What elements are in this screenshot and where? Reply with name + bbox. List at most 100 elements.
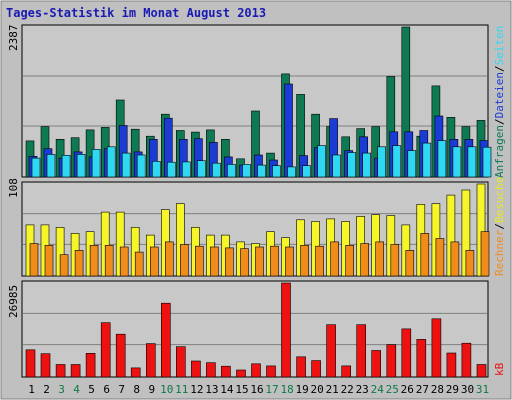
panel-bottom: 26985 bbox=[7, 280, 489, 378]
bar-pages-day-3 bbox=[61, 155, 71, 178]
bar-pages-day-14 bbox=[227, 164, 236, 178]
bar-visitors-day-25 bbox=[390, 244, 400, 277]
bar-pages-day-30 bbox=[467, 146, 477, 178]
bar-visitors-day-6 bbox=[104, 245, 114, 277]
x-tick-label: 17 bbox=[265, 383, 278, 396]
x-tick-label: 8 bbox=[133, 383, 140, 396]
bar-pages-day-18 bbox=[287, 166, 296, 178]
x-tick-label: 5 bbox=[88, 383, 95, 396]
bar-pages-day-26 bbox=[407, 150, 417, 178]
bar-pages-day-11 bbox=[182, 161, 191, 178]
bar-pages-day-1 bbox=[31, 157, 41, 178]
bar-visitors-day-16 bbox=[255, 246, 264, 277]
panel-top-y-tick: 2387 bbox=[7, 25, 20, 52]
bar-pages-day-9 bbox=[152, 161, 161, 178]
panel-middle: 108 bbox=[7, 178, 490, 277]
legend-visits: Besuche bbox=[493, 177, 506, 223]
panel-top: 2387 bbox=[7, 24, 492, 178]
x-tick-label: 22 bbox=[341, 383, 354, 396]
bar-pages-day-15 bbox=[242, 164, 251, 178]
bar-kbytes-day-21 bbox=[326, 324, 336, 378]
x-tick-label: 23 bbox=[356, 383, 369, 396]
legend-pages: Seiten bbox=[493, 26, 506, 66]
legend-hits: Anfragen bbox=[493, 125, 506, 178]
bar-kbytes-day-23 bbox=[356, 324, 367, 378]
bar-pages-day-8 bbox=[136, 154, 146, 178]
bar-kbytes-day-30 bbox=[461, 342, 472, 378]
x-tick-label: 14 bbox=[220, 383, 234, 396]
bar-kbytes-day-14 bbox=[221, 365, 231, 378]
bar-kbytes-day-6 bbox=[100, 322, 111, 378]
bar-kbytes-day-22 bbox=[341, 365, 352, 378]
x-tick-label: 6 bbox=[103, 383, 110, 396]
x-tick-label: 10 bbox=[160, 383, 173, 396]
x-tick-label: 12 bbox=[190, 383, 203, 396]
x-tick-label: 1 bbox=[28, 383, 35, 396]
bar-visitors-day-15 bbox=[240, 248, 249, 277]
bar-pages-day-7 bbox=[121, 152, 131, 178]
panel-top-bars bbox=[25, 26, 492, 178]
bar-pages-day-13 bbox=[212, 162, 221, 178]
legend-files: Dateien bbox=[493, 72, 506, 118]
bar-visitors-day-11 bbox=[180, 244, 189, 277]
bar-pages-day-4 bbox=[76, 154, 86, 178]
bar-visitors-day-4 bbox=[74, 250, 84, 277]
bar-visitors-day-13 bbox=[210, 246, 219, 277]
bar-visitors-day-8 bbox=[134, 251, 144, 277]
bar-visitors-day-2 bbox=[44, 245, 54, 277]
bar-pages-day-25 bbox=[392, 145, 402, 178]
bar-pages-day-28 bbox=[437, 140, 447, 178]
bar-kbytes-day-13 bbox=[206, 362, 216, 378]
bar-visitors-day-26 bbox=[405, 250, 415, 277]
bar-visitors-day-29 bbox=[450, 241, 460, 277]
svg-text:Rechner/Besuche: Rechner/Besuche bbox=[493, 177, 506, 276]
bar-visitors-day-3 bbox=[59, 254, 69, 277]
bar-kbytes-day-11 bbox=[176, 346, 186, 378]
bar-pages-day-29 bbox=[452, 146, 462, 178]
x-tick-label: 7 bbox=[118, 383, 125, 396]
bar-pages-day-6 bbox=[106, 146, 116, 178]
x-tick-label: 29 bbox=[446, 383, 459, 396]
panel-middle-y-tick: 108 bbox=[7, 178, 20, 198]
bar-kbytes-day-18 bbox=[281, 282, 291, 378]
bar-pages-day-21 bbox=[332, 154, 341, 178]
legend-kbytes: kB bbox=[493, 362, 506, 376]
bar-visitors-day-12 bbox=[195, 245, 204, 277]
x-tick-label: 20 bbox=[310, 383, 323, 396]
bar-visitors-day-14 bbox=[225, 247, 234, 277]
bar-visitors-day-30 bbox=[465, 250, 475, 277]
bar-pages-day-10 bbox=[167, 161, 176, 178]
x-tick-label: 27 bbox=[416, 383, 429, 396]
x-tick-label: 9 bbox=[148, 383, 155, 396]
bar-kbytes-day-5 bbox=[85, 352, 96, 378]
bar-pages-day-24 bbox=[377, 146, 387, 178]
bar-visitors-day-24 bbox=[375, 241, 385, 277]
bar-kbytes-day-8 bbox=[130, 367, 141, 378]
bar-pages-day-16 bbox=[257, 164, 266, 178]
bar-visitors-day-27 bbox=[420, 233, 430, 277]
bar-pages-day-27 bbox=[422, 142, 432, 178]
x-tick-label: 21 bbox=[326, 383, 339, 396]
bar-visitors-day-18 bbox=[285, 246, 294, 277]
bar-visitors-day-20 bbox=[315, 245, 324, 277]
x-tick-label: 13 bbox=[205, 383, 218, 396]
x-tick-label: 11 bbox=[175, 383, 188, 396]
panel-bottom-bars bbox=[25, 282, 487, 378]
bar-files-day-18 bbox=[284, 83, 293, 178]
bar-pages-day-20 bbox=[317, 145, 326, 178]
bar-kbytes-day-4 bbox=[70, 364, 81, 378]
bar-visitors-day-17 bbox=[270, 245, 279, 277]
bar-pages-day-12 bbox=[197, 160, 206, 178]
panel-bottom-y-tick: 26985 bbox=[7, 285, 20, 318]
bar-kbytes-day-31 bbox=[476, 364, 487, 378]
svg-text:Anfragen/Dateien/Seiten: Anfragen/Dateien/Seiten bbox=[493, 26, 506, 178]
bar-pages-day-22 bbox=[347, 152, 357, 178]
bar-kbytes-day-29 bbox=[446, 352, 457, 378]
bar-visitors-day-21 bbox=[330, 241, 339, 277]
x-tick-label: 18 bbox=[280, 383, 293, 396]
bar-visitors-day-1 bbox=[29, 243, 39, 277]
bar-kbytes-day-15 bbox=[236, 369, 246, 378]
bar-visitors-day-31 bbox=[480, 231, 490, 277]
